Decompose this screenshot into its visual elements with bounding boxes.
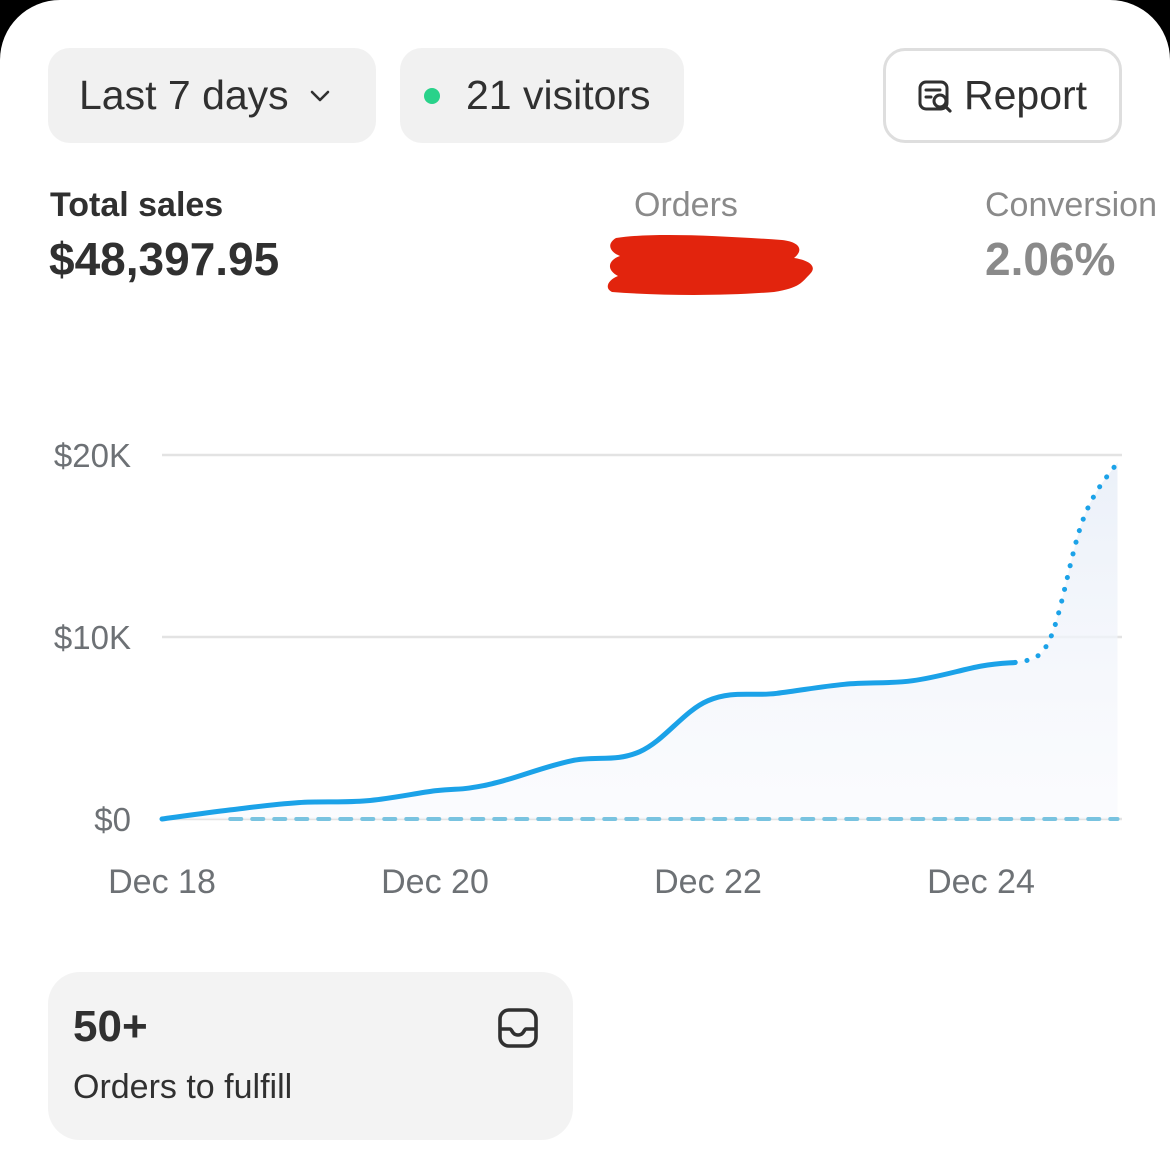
- date-range-label: Last 7 days: [79, 72, 289, 118]
- sales-line: [159, 659, 1018, 822]
- orders-value-redaction: [607, 234, 813, 295]
- chevron-down-icon: [310, 90, 329, 101]
- report-label: Report: [964, 72, 1088, 118]
- conversion-label: Conversion: [985, 186, 1157, 224]
- x-tick-label: Dec 18: [108, 863, 216, 901]
- visitors-label: 21 visitors: [466, 72, 651, 118]
- report-button[interactable]: Report: [883, 48, 1122, 143]
- y-tick-label: $0: [94, 801, 131, 838]
- conversion-value: 2.06%: [985, 233, 1116, 285]
- area-fill: [162, 462, 1118, 819]
- report-search-icon: [918, 80, 952, 113]
- live-status-dot: [424, 87, 440, 104]
- live-visitors-button[interactable]: 21 visitors: [400, 48, 684, 143]
- total-sales-value: $48,397.95: [49, 233, 280, 285]
- inbox-icon: [498, 1008, 538, 1048]
- x-tick-label: Dec 24: [927, 863, 1035, 901]
- orders-to-fulfill-count: 50+: [73, 1002, 148, 1051]
- orders-to-fulfill-tile[interactable]: 50+ Orders to fulfill: [48, 972, 573, 1140]
- total-sales-label: Total sales: [50, 186, 224, 224]
- projected-sales-line: [1012, 459, 1120, 665]
- orders-label: Orders: [634, 186, 738, 224]
- x-tick-label: Dec 20: [381, 863, 489, 901]
- date-range-dropdown[interactable]: Last 7 days: [48, 48, 376, 143]
- orders-to-fulfill-label: Orders to fulfill: [73, 1068, 293, 1106]
- y-tick-label: $20K: [54, 437, 131, 474]
- y-tick-label: $10K: [54, 619, 131, 656]
- sales-line-chart: $20K $10K $0 Dec 18 Dec 20 Dec 22 Dec 24: [54, 437, 1122, 901]
- x-tick-label: Dec 22: [654, 863, 762, 901]
